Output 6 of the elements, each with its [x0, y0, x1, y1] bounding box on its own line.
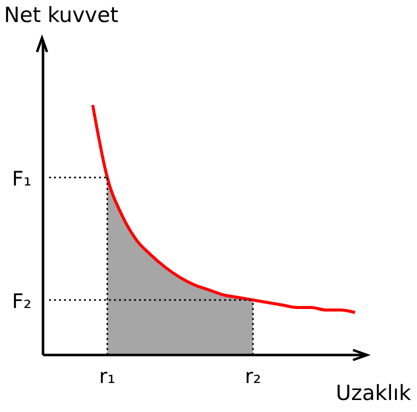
y-axis-title: Net kuvvet — [4, 3, 118, 27]
x-axis-title: Uzaklık — [336, 381, 412, 405]
ref-line-label: F₂ — [12, 289, 32, 313]
x-tick-label: r₁ — [99, 364, 116, 388]
ref-line-label: F₁ — [12, 166, 32, 190]
x-tick-label: r₂ — [244, 364, 262, 388]
